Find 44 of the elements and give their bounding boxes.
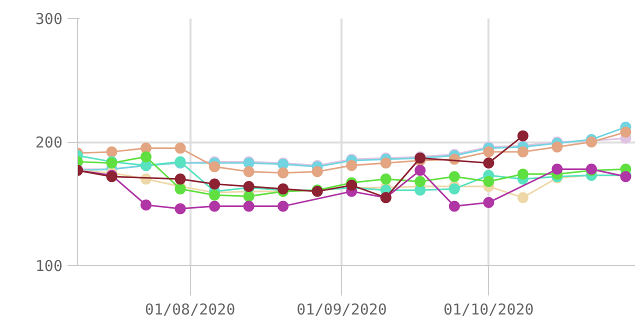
point — [140, 142, 152, 154]
y-tick-label: 300 — [35, 10, 62, 28]
point — [517, 168, 528, 180]
point — [483, 146, 494, 158]
point — [243, 190, 254, 202]
x-tick-label: 01/10/2020 — [444, 300, 534, 318]
x-tick-label: 01/08/2020 — [144, 300, 236, 318]
point — [620, 126, 632, 138]
point — [448, 171, 460, 182]
point — [209, 161, 220, 172]
point — [346, 180, 358, 191]
point — [140, 151, 152, 162]
point — [448, 183, 460, 194]
y-tick-label: 200 — [35, 134, 62, 152]
point — [414, 176, 426, 188]
y-tick-label: 100 — [35, 257, 62, 275]
point — [380, 174, 392, 185]
point — [312, 166, 323, 178]
point — [209, 190, 220, 201]
point — [174, 183, 186, 194]
point — [414, 164, 426, 176]
point — [552, 164, 563, 175]
point — [174, 174, 186, 185]
point — [174, 203, 186, 214]
point — [278, 200, 289, 212]
point — [517, 130, 528, 142]
point — [278, 167, 289, 178]
point — [483, 197, 494, 208]
point — [243, 166, 254, 178]
point — [209, 178, 220, 190]
point — [346, 160, 358, 171]
point — [243, 200, 254, 212]
point — [106, 146, 118, 158]
point — [552, 141, 563, 152]
point — [483, 176, 494, 188]
point — [448, 200, 460, 212]
point — [517, 146, 528, 158]
point — [209, 200, 220, 212]
point — [483, 158, 494, 168]
point — [380, 158, 392, 168]
x-tick-label: 01/09/2020 — [296, 300, 387, 318]
point — [517, 192, 528, 204]
point — [174, 142, 186, 154]
point — [140, 199, 152, 210]
